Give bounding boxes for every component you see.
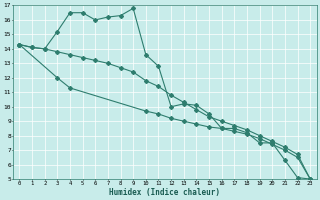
- X-axis label: Humidex (Indice chaleur): Humidex (Indice chaleur): [109, 188, 220, 197]
